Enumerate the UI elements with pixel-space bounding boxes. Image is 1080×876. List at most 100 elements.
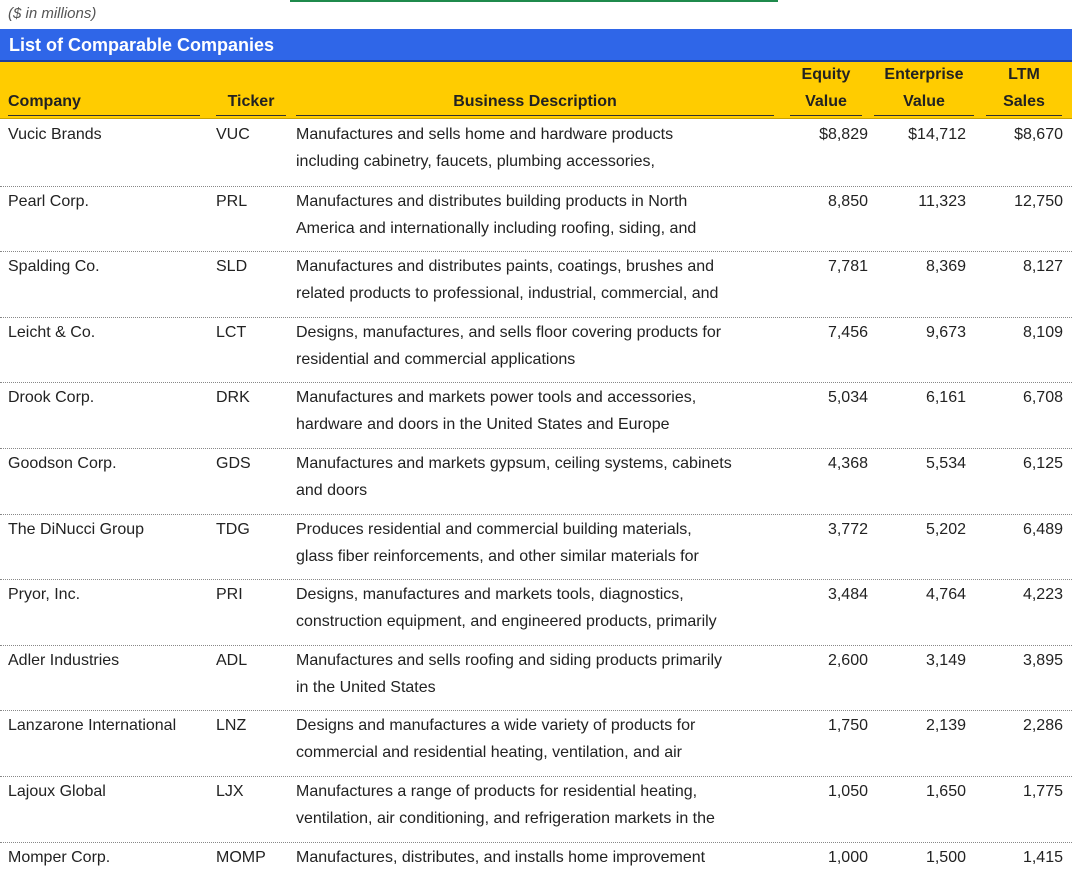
header-row: Company Ticker Business Description Equity …	[0, 62, 1072, 119]
company-cell: Leicht & Co.	[8, 323, 96, 341]
table-row: Momper Corp. MOMP 1,000 1,500 1,415 Manufactu…	[0, 841, 1072, 876]
description-line: glass fiber reinforcements, and other si…	[296, 547, 699, 565]
table-title: List of Comparable Companies	[9, 35, 275, 55]
ticker-cell: SLD	[216, 258, 248, 276]
equity-value-cell: 7,456	[827, 323, 868, 341]
table-row: Goodson Corp. GDS 4,368 5,534 6,125 Manufactu…	[0, 448, 1072, 515]
title-bar	[0, 29, 1072, 62]
column-header: LTM Sales	[986, 61, 1062, 116]
table-row: Lajoux Global LJX 1,050 1,650 1,775 Manufactu…	[0, 776, 1072, 843]
ltm-sales-cell: 12,750	[1014, 192, 1063, 210]
enterprise-value-cell: 4,764	[925, 586, 966, 604]
ltm-sales-cell: 6,489	[1022, 520, 1063, 538]
equity-value-cell: 8,850	[827, 192, 868, 210]
description-line: Designs, manufactures, and sells floor c…	[296, 323, 722, 341]
company-cell: Pearl Corp.	[8, 192, 89, 210]
description-line: Manufactures and sells home and hardware…	[296, 126, 674, 143]
equity-value-cell: 1,050	[827, 783, 868, 800]
table-row: Pryor, Inc. PRI 3,484 4,764 4,223 Designs, ma…	[0, 579, 1072, 646]
ticker-cell: ADL	[216, 651, 248, 669]
company-cell: Drook Corp.	[8, 389, 95, 407]
enterprise-value-cell: 2,139	[925, 717, 966, 735]
ltm-sales-cell: 2,286	[1022, 717, 1063, 735]
description-line: Produces residential and commercial buil…	[296, 520, 692, 538]
description-line: Manufactures and sells roofing and sidin…	[296, 651, 722, 669]
company-cell: Pryor, Inc.	[8, 586, 81, 604]
table-row: Leicht & Co. LCT 7,456 9,673 8,109 Designs, m…	[0, 316, 1072, 384]
description-line: Designs and manufactures a wide variety …	[296, 717, 696, 735]
description-line: in the United States	[296, 678, 436, 696]
description-line: America and internationally including ro…	[296, 219, 697, 237]
equity-value-cell: 3,772	[827, 520, 868, 538]
description-line: Manufactures and distributes paints, coa…	[296, 258, 715, 276]
enterprise-value-cell: $14,712	[908, 126, 966, 143]
ltm-sales-cell: 6,125	[1022, 455, 1063, 472]
ticker-cell: MOMP	[216, 848, 266, 866]
table-row: Vucic Brands VUC $8,829 $14,712 $8,670 Manufa…	[0, 120, 1072, 186]
equity-value-cell: 1,000	[827, 848, 868, 866]
ltm-sales-cell: 6,708	[1022, 389, 1063, 407]
units-note: ($ in millions)	[8, 5, 97, 22]
table-row: Drook Corp. DRK 5,034 6,161 6,708 Manufacture…	[0, 382, 1072, 449]
description-line: Designs, manufactures and markets tools,…	[296, 586, 684, 604]
enterprise-value-cell: 1,650	[925, 783, 966, 800]
company-cell: Spalding Co.	[8, 258, 100, 276]
table-row: Adler Industries ADL 2,600 3,149 3,895 Manufa…	[0, 644, 1072, 712]
description-line: construction equipment, and engineered p…	[296, 613, 717, 631]
equity-value-cell: 4,368	[827, 455, 868, 472]
description-line: related products to professional, indust…	[296, 285, 719, 303]
ltm-sales-cell: 1,415	[1022, 848, 1063, 866]
ltm-sales-cell: 3,895	[1022, 651, 1063, 669]
enterprise-value-cell: 6,161	[925, 389, 966, 407]
ticker-cell: GDS	[216, 455, 251, 472]
description-line: Manufactures a range of products for res…	[296, 783, 698, 800]
equity-value-cell: $8,829	[819, 126, 868, 143]
description-line: commercial and residential heating, vent…	[296, 744, 682, 762]
description-line: residential and commercial applications	[296, 350, 576, 368]
description-line: Manufactures and distributes building pr…	[296, 192, 688, 210]
table-row: The DiNucci Group TDG 3,772 5,202 6,489 Produ…	[0, 513, 1072, 581]
column-header: Ticker	[216, 88, 286, 116]
company-cell: Lajoux Global	[8, 783, 106, 800]
description-line: including cabinetry, faucets, plumbing a…	[296, 153, 655, 170]
ltm-sales-cell: 8,127	[1022, 258, 1063, 276]
company-cell: Lanzarone International	[8, 717, 177, 735]
ticker-cell: PRL	[216, 192, 248, 210]
column-header: Company	[8, 88, 200, 116]
description-line: hardware and doors in the United States …	[296, 416, 670, 434]
equity-value-cell: 5,034	[827, 389, 868, 407]
company-cell: Momper Corp.	[8, 848, 111, 866]
column-header: Equity Value	[790, 61, 862, 116]
company-cell: Adler Industries	[8, 651, 120, 669]
selection-edge	[290, 0, 778, 2]
enterprise-value-cell: 8,369	[925, 258, 966, 276]
table-row: Spalding Co. SLD 7,781 8,369 8,127 Manufactur…	[0, 251, 1072, 318]
equity-value-cell: 2,600	[827, 651, 868, 669]
ticker-cell: DRK	[216, 389, 250, 407]
ltm-sales-cell: $8,670	[1014, 126, 1063, 143]
ltm-sales-cell: 1,775	[1022, 783, 1063, 800]
ticker-cell: LNZ	[216, 717, 247, 735]
table-row: Pearl Corp. PRL 8,850 11,323 12,750 Manufactu…	[0, 185, 1072, 253]
table-row: Lanzarone International LNZ 1,750 2,139 2,28…	[0, 710, 1072, 777]
company-cell: The DiNucci Group	[8, 520, 145, 538]
column-header: Enterprise Value	[874, 61, 974, 116]
ltm-sales-cell: 4,223	[1022, 586, 1063, 604]
equity-value-cell: 1,750	[827, 717, 868, 735]
enterprise-value-cell: 11,323	[918, 192, 966, 210]
equity-value-cell: 7,781	[827, 258, 868, 276]
equity-value-cell: 3,484	[827, 586, 868, 604]
enterprise-value-cell: 5,534	[925, 455, 966, 472]
company-cell: Vucic Brands	[8, 126, 102, 143]
ticker-cell: TDG	[216, 520, 250, 538]
description-line: Manufactures, distributes, and installs …	[296, 848, 706, 866]
description-line: Manufactures and markets gypsum, ceiling…	[296, 455, 732, 472]
enterprise-value-cell: 5,202	[925, 520, 966, 538]
ticker-cell: VUC	[216, 126, 250, 143]
description-line: Manufactures and markets power tools and…	[296, 389, 697, 407]
ticker-cell: LJX	[216, 783, 244, 800]
column-header: Business Description	[296, 88, 774, 116]
company-cell: Goodson Corp.	[8, 455, 117, 472]
enterprise-value-cell: 3,149	[925, 651, 966, 669]
